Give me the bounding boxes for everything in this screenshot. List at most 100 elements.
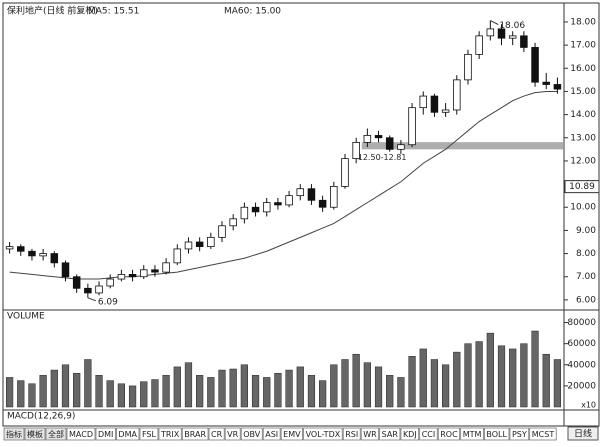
indicator-tab[interactable] bbox=[95, 427, 116, 441]
candle-body bbox=[408, 107, 416, 146]
volume-bar bbox=[274, 372, 282, 408]
candle-body bbox=[240, 206, 249, 220]
indicator-tab-label[interactable]: BOLL bbox=[486, 430, 507, 439]
indicator-tab[interactable] bbox=[208, 427, 225, 441]
volume-bar bbox=[39, 375, 47, 408]
indicator-tab-label[interactable]: RSI bbox=[345, 430, 358, 439]
indicator-tab[interactable] bbox=[3, 427, 25, 441]
indicator-tab-label[interactable]: 模板 bbox=[27, 429, 43, 439]
volume-bar bbox=[531, 330, 539, 408]
candle-body bbox=[330, 186, 338, 208]
volume-bar bbox=[386, 375, 394, 408]
indicator-tab-label[interactable]: VR bbox=[227, 430, 238, 439]
indicator-tab[interactable] bbox=[181, 427, 209, 441]
candle-body bbox=[531, 47, 539, 83]
y-tick-label: 8.00 bbox=[576, 249, 596, 259]
indicator-tab-label[interactable]: MTM bbox=[463, 430, 482, 439]
period-button[interactable] bbox=[567, 426, 599, 441]
indicator-tab-label[interactable]: SAR bbox=[382, 430, 399, 439]
volume-bar bbox=[464, 343, 472, 408]
volume-bar bbox=[207, 377, 215, 408]
volume-bar bbox=[61, 364, 70, 408]
indicator-tab[interactable] bbox=[262, 427, 281, 441]
indicator-tab-label[interactable]: MCST bbox=[532, 430, 555, 439]
volume-bar bbox=[218, 369, 226, 408]
y-tick-label: 9.00 bbox=[576, 226, 596, 236]
indicator-tab[interactable] bbox=[484, 427, 510, 441]
candle-body bbox=[318, 199, 327, 208]
candle-body bbox=[117, 274, 126, 280]
volume-bar bbox=[486, 332, 494, 408]
y-tick-label: 15.00 bbox=[570, 87, 596, 97]
candle-body bbox=[497, 28, 506, 39]
indicator-tab-label[interactable]: WR bbox=[363, 430, 377, 439]
indicator-tab[interactable] bbox=[419, 427, 438, 441]
low-label: 6.09 bbox=[98, 297, 118, 307]
indicator-tab-label[interactable]: OBV bbox=[243, 430, 261, 439]
candle-body bbox=[274, 202, 282, 206]
candle-body bbox=[151, 269, 159, 273]
indicator-tab[interactable] bbox=[66, 427, 96, 441]
indicator-tab[interactable] bbox=[45, 427, 67, 441]
candle-body bbox=[139, 269, 148, 278]
indicator-tab[interactable] bbox=[379, 427, 401, 441]
volume-bar bbox=[196, 375, 204, 408]
support-zone bbox=[361, 142, 563, 150]
indicator-tab-label[interactable]: KDJ bbox=[403, 430, 417, 439]
volume-bar bbox=[251, 375, 260, 408]
indicator-tab-label[interactable]: CCI bbox=[422, 430, 436, 439]
indicator-tab-label[interactable]: DMA bbox=[118, 430, 137, 439]
volume-bar bbox=[497, 345, 506, 408]
volume-bar bbox=[520, 343, 528, 408]
macd-title: MACD(12,26,9) bbox=[7, 412, 75, 422]
cursor-price-box bbox=[564, 180, 600, 194]
indicator-tab-label[interactable]: 全部 bbox=[48, 429, 64, 439]
volume-bar bbox=[509, 348, 517, 408]
period-button-label[interactable]: 日线 bbox=[574, 428, 592, 440]
indicator-tab[interactable] bbox=[240, 427, 263, 441]
indicator-tab[interactable] bbox=[158, 427, 182, 441]
volume-bar bbox=[95, 375, 103, 408]
indicator-tab[interactable] bbox=[116, 427, 140, 441]
indicator-tab[interactable] bbox=[303, 427, 343, 441]
indicator-tab-label[interactable]: DMI bbox=[98, 430, 113, 439]
indicator-tab[interactable] bbox=[139, 427, 159, 441]
indicator-tab-label[interactable]: BRAR bbox=[184, 430, 206, 439]
indicator-tab[interactable] bbox=[342, 427, 361, 441]
y-tick-label: 18.00 bbox=[570, 17, 596, 27]
y-tick-label: 20000 bbox=[567, 381, 596, 391]
ma60-label: MA60: 15.00 bbox=[224, 7, 281, 17]
candle-body bbox=[128, 274, 137, 278]
indicator-tab[interactable] bbox=[400, 427, 420, 441]
indicator-tab-label[interactable]: 指标 bbox=[6, 429, 22, 439]
indicator-tab-label[interactable]: PSY bbox=[512, 430, 527, 439]
indicator-tab-label[interactable]: CR bbox=[211, 430, 223, 439]
volume-bar bbox=[128, 385, 137, 408]
indicator-tab-label[interactable]: VOL-TDX bbox=[306, 430, 341, 439]
indicator-tab-label[interactable]: EMV bbox=[283, 430, 301, 439]
indicator-tab-label[interactable]: FSL bbox=[142, 430, 157, 439]
indicator-tab[interactable] bbox=[509, 427, 530, 441]
indicator-tab[interactable] bbox=[24, 427, 46, 441]
indicator-tab[interactable] bbox=[360, 427, 380, 441]
candle-body bbox=[285, 195, 293, 206]
indicator-tab-label[interactable]: MACD bbox=[69, 430, 93, 439]
volume-bar bbox=[442, 364, 450, 408]
candle-body bbox=[84, 287, 92, 294]
volume-bar bbox=[341, 359, 349, 408]
y-tick-label: 60000 bbox=[567, 339, 596, 349]
candle-body bbox=[486, 28, 495, 37]
indicator-tab[interactable] bbox=[224, 427, 241, 441]
volume-bar bbox=[117, 383, 125, 408]
indicator-tab[interactable] bbox=[437, 427, 461, 441]
candle-body bbox=[251, 206, 260, 213]
indicator-tab-label[interactable]: ASI bbox=[265, 430, 278, 439]
candle-body bbox=[441, 109, 450, 113]
candle-body bbox=[61, 262, 70, 278]
volume-bar bbox=[453, 351, 461, 408]
indicator-tab-label[interactable]: ROC bbox=[440, 430, 458, 439]
indicator-tab[interactable] bbox=[460, 427, 484, 441]
indicator-tab[interactable] bbox=[280, 427, 303, 441]
indicator-tab[interactable] bbox=[529, 427, 557, 441]
indicator-tab-label[interactable]: TRIX bbox=[160, 430, 180, 439]
